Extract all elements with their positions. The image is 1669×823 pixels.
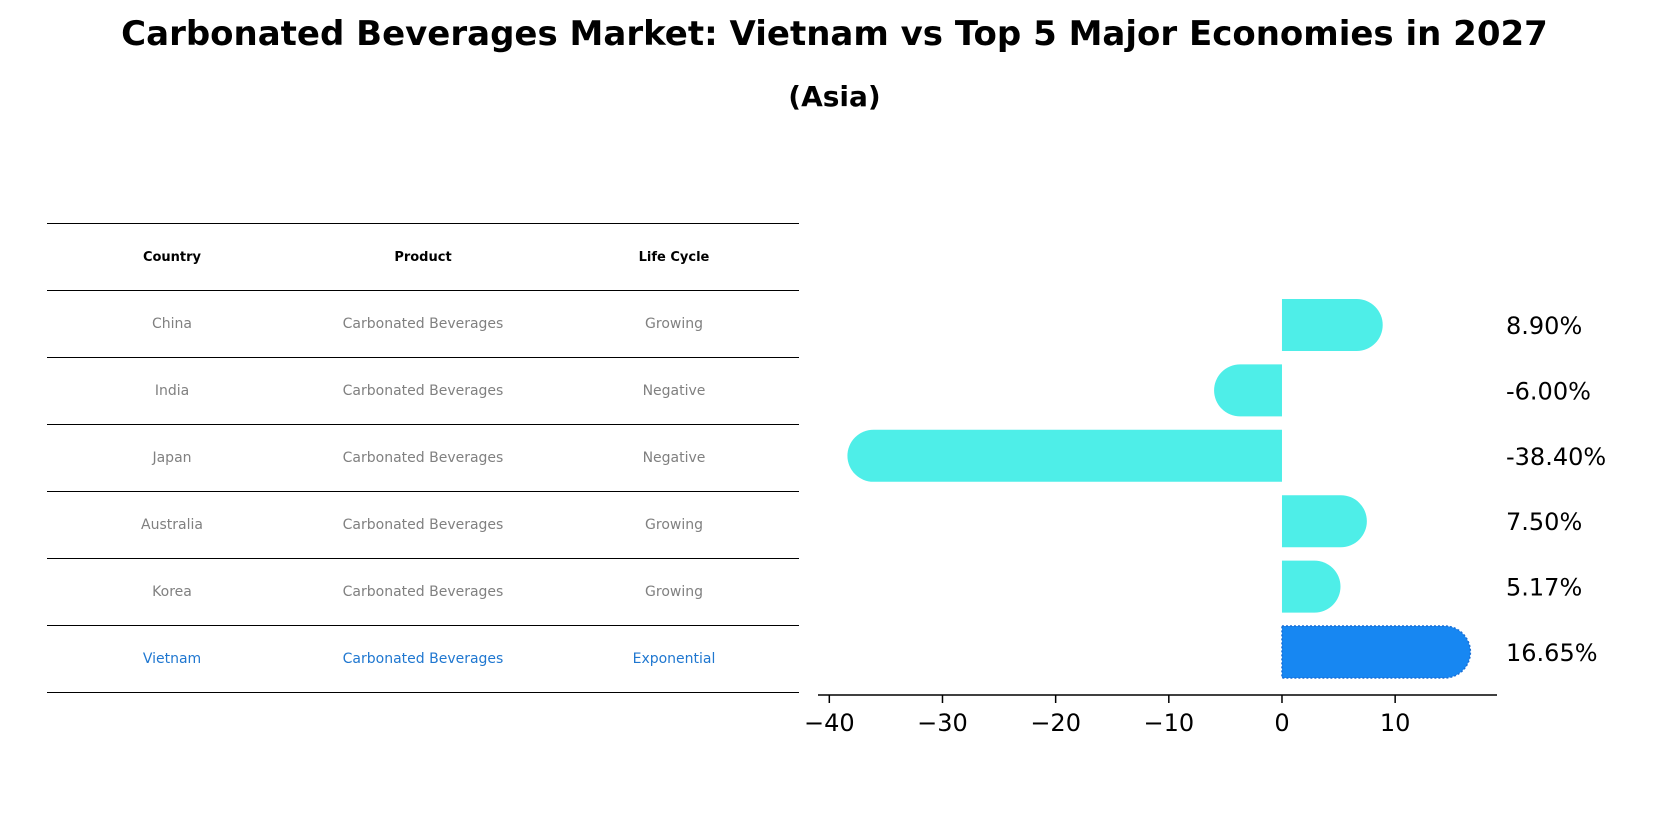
product-cell: Carbonated Beverages	[342, 651, 504, 667]
value-label: -6.00%	[1506, 377, 1591, 405]
bar-china	[1281, 299, 1383, 351]
product-cell: Carbonated Beverages	[342, 450, 504, 466]
life-cycle-cell: Negative	[642, 450, 706, 466]
country-cell: India	[154, 383, 190, 399]
table-row: Japan Carbonated Beverages Negative	[47, 425, 799, 492]
bar-india	[1214, 364, 1282, 417]
value-label: 16.65%	[1506, 639, 1598, 667]
chart-title: Carbonated Beverages Market: Vietnam vs …	[121, 14, 1548, 54]
header-product: Product	[394, 249, 452, 265]
bar-australia	[1281, 495, 1367, 548]
x-axis: −40 −30 −20 −10 0 10	[804, 694, 1497, 737]
table-row: Australia Carbonated Beverages Growing	[47, 492, 799, 559]
bar-shape	[1214, 364, 1282, 417]
bar-korea	[1281, 560, 1341, 613]
x-tick-label: −10	[1143, 709, 1194, 737]
life-cycle-cell: Growing	[645, 584, 703, 600]
x-tick-label: 10	[1380, 709, 1411, 737]
product-cell: Carbonated Beverages	[342, 517, 504, 533]
x-tick-label: 0	[1274, 709, 1289, 737]
product-cell: Carbonated Beverages	[342, 316, 504, 332]
bars-layer	[847, 299, 1472, 679]
country-cell: Japan	[152, 450, 192, 466]
bar-vietnam	[1281, 625, 1472, 679]
x-tick-label: −20	[1030, 709, 1081, 737]
product-cell: Carbonated Beverages	[342, 584, 504, 600]
table-row: India Carbonated Beverages Negative	[47, 358, 799, 425]
header-country: Country	[142, 249, 202, 265]
country-table: Country Product Life Cycle China Carbona…	[47, 223, 799, 693]
life-cycle-cell: Growing	[645, 316, 703, 332]
life-cycle-cell: Growing	[645, 517, 703, 533]
value-label: 7.50%	[1506, 508, 1582, 536]
bar-shape	[1281, 299, 1383, 351]
bar-shape	[1281, 495, 1367, 548]
life-cycle-cell: Negative	[642, 383, 706, 399]
country-cell: China	[152, 316, 192, 332]
value-label: 5.17%	[1506, 574, 1582, 602]
chart-subtitle: (Asia)	[788, 80, 881, 113]
bar-shape	[847, 429, 1282, 482]
x-tick-label: −30	[917, 709, 968, 737]
value-labels-layer: 8.90% -6.00% -38.40% 7.50% 5.17% 16.65%	[1506, 312, 1606, 667]
bar-shape	[1281, 560, 1341, 613]
value-label: 8.90%	[1506, 312, 1582, 340]
table-row-highlight: Vietnam Carbonated Beverages Exponential	[47, 626, 799, 693]
value-label: -38.40%	[1506, 443, 1606, 471]
bar-japan	[847, 429, 1282, 482]
country-cell: Australia	[141, 517, 203, 533]
country-cell: Vietnam	[142, 651, 202, 667]
life-cycle-cell: Exponential	[632, 651, 716, 667]
bar-shape	[1281, 625, 1472, 679]
header-life-cycle: Life Cycle	[638, 249, 710, 265]
table-row: Korea Carbonated Beverages Growing	[47, 559, 799, 626]
country-cell: Korea	[152, 584, 192, 600]
table-row: China Carbonated Beverages Growing	[47, 291, 799, 358]
product-cell: Carbonated Beverages	[342, 383, 504, 399]
table-header-row: Country Product Life Cycle	[47, 224, 799, 291]
x-tick-label: −40	[804, 709, 855, 737]
